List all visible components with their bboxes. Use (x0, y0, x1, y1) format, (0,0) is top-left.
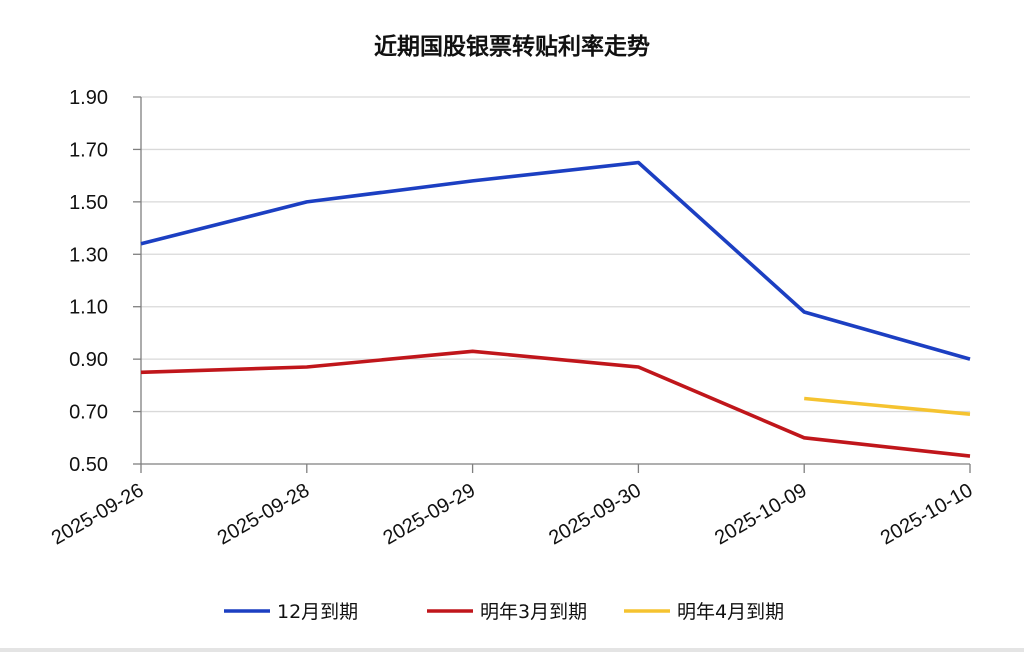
legend-label: 12月到期 (277, 601, 358, 623)
y-tick-label: 0.50 (69, 454, 108, 476)
y-tick-label: 1.50 (69, 192, 108, 214)
y-tick-label: 1.10 (69, 297, 108, 319)
x-tick-label: 2025-09-28 (214, 479, 314, 549)
data-point (139, 371, 142, 374)
data-point (968, 358, 971, 361)
series-lines (139, 160, 971, 458)
data-point (968, 455, 971, 458)
legend-label: 明年3月到期 (480, 601, 587, 623)
legend-label: 明年4月到期 (677, 601, 784, 623)
x-tick-label: 2025-09-26 (48, 479, 148, 549)
data-point (305, 365, 308, 368)
y-tick-label: 1.30 (69, 244, 108, 266)
data-point (637, 161, 640, 164)
legend: 12月到期 明年3月到期 明年4月到期 (224, 601, 784, 623)
bottom-divider (0, 648, 1024, 652)
y-tick-label: 1.70 (69, 139, 108, 161)
gridlines (141, 96, 970, 413)
data-point (305, 200, 308, 203)
data-point (803, 436, 806, 439)
data-point (803, 397, 806, 400)
data-point (471, 350, 474, 353)
data-point (637, 365, 640, 368)
y-tick-label: 0.90 (69, 349, 108, 371)
data-point (139, 242, 142, 245)
x-tick-label: 2025-10-10 (877, 479, 977, 549)
data-point (803, 310, 806, 313)
series-line-1 (140, 160, 971, 361)
axes: 1.90 1.70 1.50 1.30 1.10 0.90 0.70 0.50 2025-09-… (48, 87, 977, 549)
x-tick-label: 2025-09-30 (545, 479, 645, 549)
x-tick-label: 2025-09-29 (379, 479, 479, 549)
x-tick-label: 2025-10-09 (711, 479, 811, 549)
series-line-3 (804, 396, 971, 416)
y-tick-label: 0.70 (69, 402, 108, 424)
y-tick-label: 1.90 (69, 87, 108, 109)
data-point (471, 179, 474, 182)
series-line-2 (140, 349, 971, 458)
data-point (968, 413, 971, 416)
chart-title: 近期国股银票转贴利率走势 (374, 33, 650, 60)
